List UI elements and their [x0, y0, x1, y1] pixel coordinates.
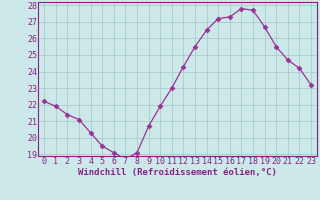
X-axis label: Windchill (Refroidissement éolien,°C): Windchill (Refroidissement éolien,°C) — [78, 168, 277, 177]
